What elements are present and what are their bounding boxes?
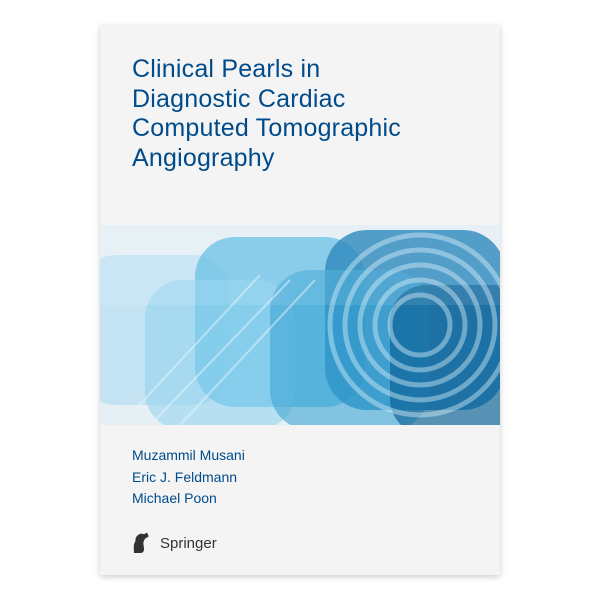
author-3: Michael Poon bbox=[132, 490, 217, 506]
publisher-block: Springer bbox=[130, 531, 217, 555]
author-list: Muzammil Musani Eric J. Feldmann Michael… bbox=[132, 445, 245, 510]
book-cover: Clinical Pearls in Diagnostic Cardiac Co… bbox=[100, 25, 500, 575]
title-line-1: Clinical Pearls in bbox=[132, 55, 320, 83]
page-stage: Clinical Pearls in Diagnostic Cardiac Co… bbox=[0, 0, 600, 600]
cover-art bbox=[100, 225, 500, 425]
author-2: Eric J. Feldmann bbox=[132, 469, 237, 485]
title-line-3: Computed Tomographic bbox=[132, 114, 401, 142]
author-1: Muzammil Musani bbox=[132, 447, 245, 463]
title-line-2: Diagnostic Cardiac bbox=[132, 85, 345, 113]
springer-horse-icon bbox=[130, 531, 152, 555]
title-line-4: Angiography bbox=[132, 144, 275, 172]
publisher-name: Springer bbox=[160, 535, 217, 552]
book-title: Clinical Pearls in Diagnostic Cardiac Co… bbox=[132, 55, 480, 173]
